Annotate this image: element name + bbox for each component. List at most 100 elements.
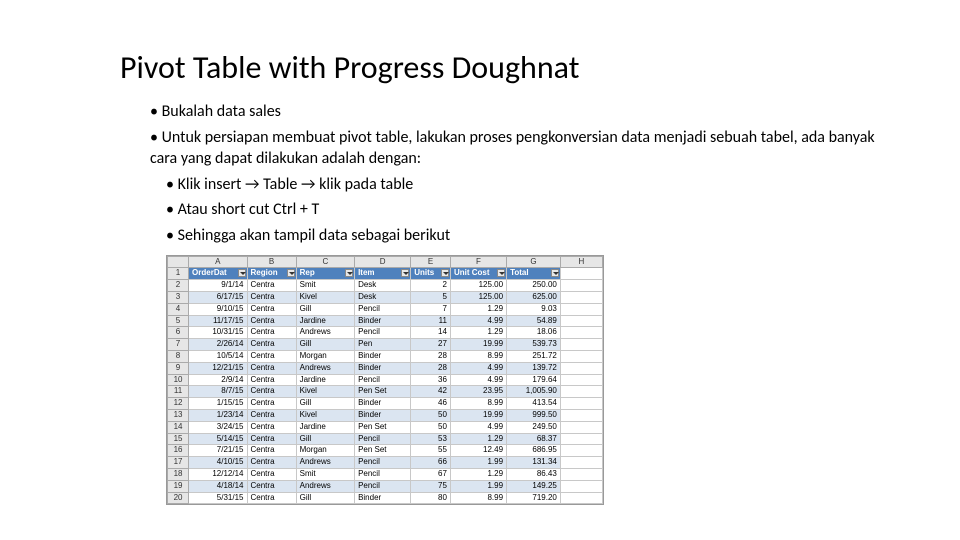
table-cell: 4.99 (450, 315, 506, 327)
table-cell: Smit (296, 280, 354, 292)
empty-cell (560, 291, 602, 303)
filter-dropdown-icon (238, 269, 246, 277)
table-cell: Pencil (355, 327, 411, 339)
empty-cell (560, 492, 602, 504)
empty-cell (560, 303, 602, 315)
table-cell: 12.49 (450, 445, 506, 457)
table-row: 205/31/15CentraGillBinder808.99719.20 (168, 492, 603, 504)
row-number: 3 (168, 291, 189, 303)
table-cell: 4.99 (450, 421, 506, 433)
table-row: 912/21/15CentraAndrewsBinder284.99139.72 (168, 362, 603, 374)
table-cell: Pencil (355, 468, 411, 480)
table-cell: 9.03 (507, 303, 561, 315)
empty-cell (560, 374, 602, 386)
table-cell: Andrews (296, 327, 354, 339)
table-cell: 19.99 (450, 339, 506, 351)
table-cell: Andrews (296, 480, 354, 492)
table-cell: Centra (247, 374, 296, 386)
row-number: 8 (168, 350, 189, 362)
empty-cell (560, 445, 602, 457)
column-letter: D (355, 256, 411, 268)
spreadsheet-screenshot: ABCDEFGH1OrderDatRegionRepItemUnitsUnit … (166, 255, 604, 506)
table-row: 155/14/15CentraGillPencil531.2968.37 (168, 433, 603, 445)
table-row: 810/5/14CentraMorganBinder288.99251.72 (168, 350, 603, 362)
table-row: 29/1/14CentraSmitDesk2125.00250.00 (168, 280, 603, 292)
table-cell: 42 (411, 386, 451, 398)
table-cell: Centra (247, 291, 296, 303)
table-cell: Centra (247, 421, 296, 433)
table-cell: 54.89 (507, 315, 561, 327)
table-row: 118/7/15CentraKivelPen Set4223.951,005.9… (168, 386, 603, 398)
table-cell: Binder (355, 492, 411, 504)
table-row: 511/17/15CentraJardineBinder114.9954.89 (168, 315, 603, 327)
table-cell: Centra (247, 362, 296, 374)
table-cell: 1.29 (450, 433, 506, 445)
table-cell: Jardine (296, 421, 354, 433)
row-number: 18 (168, 468, 189, 480)
arrow-icon (245, 175, 263, 194)
table-cell: Pen Set (355, 445, 411, 457)
table-cell: 179.64 (507, 374, 561, 386)
table-cell: Centra (247, 445, 296, 457)
table-cell: 55 (411, 445, 451, 457)
table-cell: Smit (296, 468, 354, 480)
row-number: 13 (168, 409, 189, 421)
table-cell: 125.00 (450, 291, 506, 303)
table-row: 102/9/14CentraJardinePencil364.99179.64 (168, 374, 603, 386)
table-cell: Binder (355, 409, 411, 421)
table-cell: Desk (355, 291, 411, 303)
filter-dropdown-icon (401, 269, 409, 277)
table-cell: Binder (355, 398, 411, 410)
row-number: 16 (168, 445, 189, 457)
empty-cell (560, 350, 602, 362)
table-cell: 53 (411, 433, 451, 445)
table-cell: 1.99 (450, 457, 506, 469)
column-letter: A (189, 256, 247, 268)
table-cell: 249.50 (507, 421, 561, 433)
table-cell: 4/10/15 (189, 457, 247, 469)
table-row: 1812/12/14CentraSmitPencil671.2986.43 (168, 468, 603, 480)
row-number: 5 (168, 315, 189, 327)
table-cell: 8.99 (450, 350, 506, 362)
table-cell: 1.29 (450, 303, 506, 315)
row-number: 7 (168, 339, 189, 351)
table-row: 131/23/14CentraKivelBinder5019.99999.50 (168, 409, 603, 421)
table-cell: 413.54 (507, 398, 561, 410)
filter-dropdown-icon (497, 269, 505, 277)
table-cell: Kivel (296, 291, 354, 303)
table-row: 143/24/15CentraJardinePen Set504.99249.5… (168, 421, 603, 433)
table-cell: 66 (411, 457, 451, 469)
table-cell: 1.29 (450, 327, 506, 339)
table-cell: 68.37 (507, 433, 561, 445)
table-cell: 11 (411, 315, 451, 327)
table-cell: 1.99 (450, 480, 506, 492)
table-cell: Centra (247, 315, 296, 327)
row-number: 10 (168, 374, 189, 386)
empty-cell (560, 280, 602, 292)
table-row: 49/10/15CentraGillPencil71.299.03 (168, 303, 603, 315)
table-cell: 7/21/15 (189, 445, 247, 457)
table-cell: 8.99 (450, 398, 506, 410)
table-cell: 4/18/14 (189, 480, 247, 492)
row-number: 20 (168, 492, 189, 504)
empty-cell (560, 339, 602, 351)
table-cell: 719.20 (507, 492, 561, 504)
table-cell: Centra (247, 480, 296, 492)
table-cell: 14 (411, 327, 451, 339)
empty-cell (560, 480, 602, 492)
table-cell: 1.29 (450, 468, 506, 480)
table-cell: Centra (247, 327, 296, 339)
table-cell: 9/1/14 (189, 280, 247, 292)
row-number: 2 (168, 280, 189, 292)
table-cell: Centra (247, 409, 296, 421)
row-number: 11 (168, 386, 189, 398)
table-column-header: Units (411, 268, 451, 280)
table-cell: 625.00 (507, 291, 561, 303)
bullet-sub-item: Sehingga akan tampil data sebagai beriku… (166, 225, 900, 247)
table-cell: 18.06 (507, 327, 561, 339)
row-number: 4 (168, 303, 189, 315)
row-number: 12 (168, 398, 189, 410)
table-cell: 2/9/14 (189, 374, 247, 386)
table-cell: Centra (247, 386, 296, 398)
table-cell: Gill (296, 433, 354, 445)
